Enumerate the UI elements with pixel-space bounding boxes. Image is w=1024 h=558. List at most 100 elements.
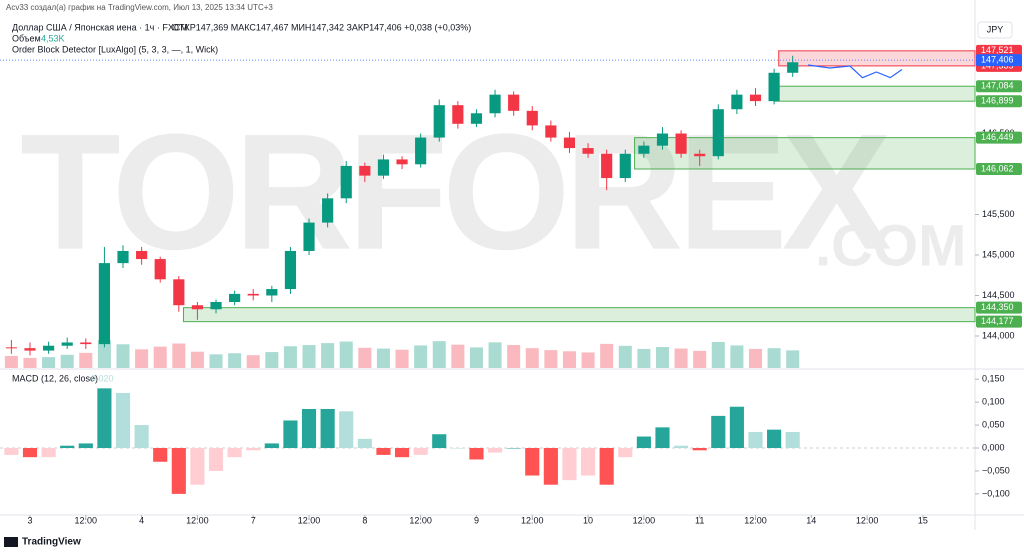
candle-body [601,153,613,179]
macd-bar [674,445,689,449]
volume-bar [693,350,707,368]
candle-body [749,94,762,102]
macd-bar [264,443,279,449]
macd-bar [506,448,521,449]
macd-tick-label: −0,050 [982,465,1010,475]
y-tick-label: 145,000 [982,249,1015,259]
candle-body [322,198,334,223]
volume-bar [655,347,669,368]
volume-bar [339,341,353,368]
zone-price-label: 144,177 [981,316,1014,326]
zone-price-box [976,315,1022,328]
x-tick-label: 3 [27,515,32,525]
currency[interactable]: JPY [987,24,1004,34]
zone-price-box [976,301,1022,314]
candle-body [638,145,650,154]
zone-price-box [976,95,1022,108]
macd-bar [41,448,56,458]
macd-bar [487,448,503,453]
volume-bar [711,341,725,368]
macd-bar [376,448,391,455]
candle-body [210,301,222,310]
current-price-label: 147,406 [981,55,1014,65]
volume-bar [544,350,558,368]
macd-value: 0,020 [91,373,114,383]
volume-bar [60,354,74,368]
candle-body [340,165,352,199]
macd-bar [115,392,131,449]
volume-bar [116,344,130,368]
x-tick-label: 12:00 [298,515,321,525]
candle-body [433,105,445,138]
volume-bar [767,348,781,368]
candle-body [619,153,631,179]
volume-bar [600,343,614,368]
macd-bar [60,445,75,449]
candle-body [563,137,576,149]
candle-body [526,110,538,126]
volume-bar [321,343,335,368]
brand-logo [4,537,18,547]
volume-bar [451,344,465,368]
candle-body [656,133,669,146]
volume-bar [562,351,576,368]
volume-bar [42,357,56,368]
volume-bar [97,340,111,368]
x-tick-label: 12:00 [186,515,209,525]
candle-body [266,289,278,296]
macd-bar [785,431,800,449]
currency-box[interactable] [977,21,1013,39]
candle-body [98,263,110,345]
volume-label: Объем [12,33,41,43]
volume-bar [525,348,539,368]
macd-bar [171,448,186,494]
macd-bar [525,448,540,476]
volume-bar [376,348,390,368]
macd-bar [190,448,205,485]
y-tick-label: 144,500 [982,290,1015,300]
macd-bar [394,448,410,458]
macd-bar [208,448,224,471]
current-price-box [976,54,1022,67]
volume-bar [748,348,763,368]
zone-price-box [976,162,1022,175]
candle-body [582,148,594,154]
candle-body [5,347,17,349]
x-tick-label: 7 [251,515,256,525]
candle-body [43,345,55,351]
order-block [778,50,976,67]
volume-bar [4,355,18,368]
macd-bar [655,427,670,449]
macd-bar [227,448,242,458]
volume-bar [209,354,223,368]
indicator: Order Block Detector [LuxAlgo] (5, 3, 3,… [12,44,218,54]
candle-body [359,165,371,176]
projection-line [807,64,903,79]
watermark-main: TORFOREX [20,100,891,284]
candle-body [24,348,36,351]
macd-bar [134,425,149,449]
candle-body [415,137,427,165]
macd-bar [4,448,19,455]
volume-value: 4,53K [41,33,65,43]
volume-bar [153,346,167,368]
macd-bar [450,448,465,449]
candle-body [787,62,799,73]
author: Acv33 создал(а) график на TradingView.co… [6,3,273,12]
zone-price-label: 147,084 [981,81,1014,91]
macd-bar [692,448,707,451]
volume-bar [135,349,149,368]
symbol: Доллар США / Японская иена · 1ч · FXCM [12,22,188,32]
order-block [634,137,976,170]
macd-bar [748,431,763,449]
macd-bar [711,415,726,449]
candle-body [173,279,185,306]
volume-bar [637,348,651,368]
volume-bar [265,352,279,368]
macd-tick-label: −0,100 [982,488,1010,498]
x-tick-label: 12:00 [75,515,98,525]
macd-bar [767,429,782,449]
x-tick-label: 12:00 [744,515,767,525]
volume-bar [283,346,297,368]
